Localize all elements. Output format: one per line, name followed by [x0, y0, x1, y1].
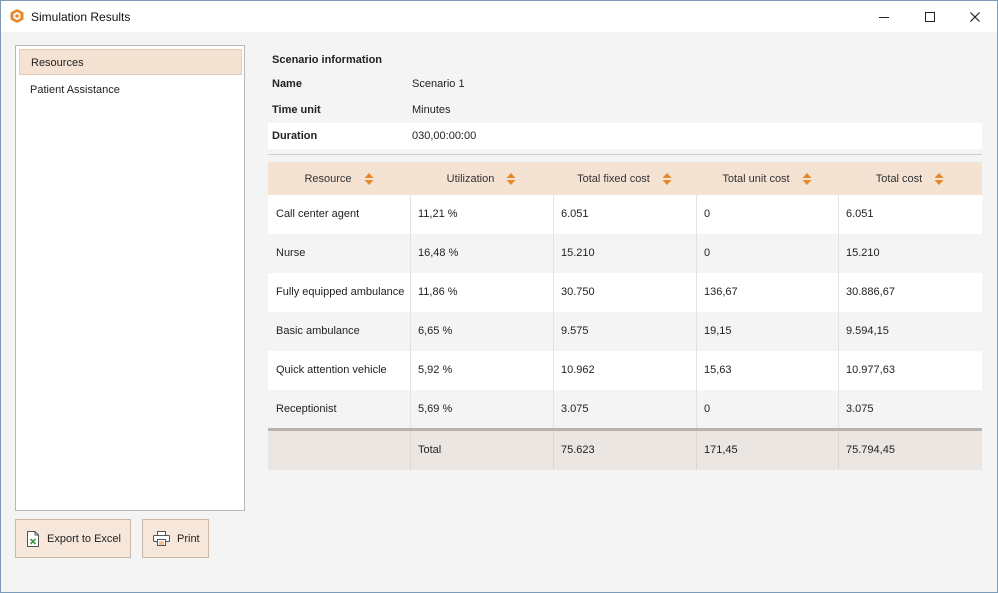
maximize-icon — [925, 11, 935, 22]
cell-utilization: 5,69 % — [418, 403, 453, 415]
sidebar-list: Resources Patient Assistance — [15, 45, 245, 511]
column-header-utilization[interactable]: Utilization — [410, 162, 553, 195]
print-button[interactable]: Print — [142, 519, 209, 558]
table-header: Resource Utilization Total fixed cost To… — [268, 162, 982, 195]
cell-total-fixed-cost: 30.750 — [561, 286, 595, 298]
cell-resource: Receptionist — [276, 403, 337, 415]
column-header-total-cost[interactable]: Total cost — [838, 162, 982, 195]
table-row[interactable]: Quick attention vehicle 5,92 % 10.962 15… — [268, 351, 982, 390]
cell-total-cost: 15.210 — [846, 247, 880, 259]
sort-arrows-icon — [364, 172, 374, 185]
cell-utilization: 11,86 % — [418, 286, 458, 298]
sidebar-item-patient-assistance[interactable]: Patient Assistance — [19, 77, 242, 103]
total-cost: 75.794,45 — [846, 444, 895, 456]
column-header-label: Resource — [304, 172, 352, 185]
cell-total-cost: 9.594,15 — [846, 325, 889, 337]
cell-total-fixed-cost: 3.075 — [561, 403, 589, 415]
column-header-label: Total cost — [875, 172, 923, 185]
cell-total-fixed-cost: 9.575 — [561, 325, 589, 337]
cell-total-unit-cost: 0 — [704, 247, 711, 259]
total-divider — [268, 428, 982, 431]
sort-arrows-icon — [662, 172, 672, 185]
column-divider — [838, 195, 839, 430]
scenario-value: 030,00:00:00 — [412, 130, 477, 142]
scenario-row-name: Name Scenario 1 — [268, 71, 982, 97]
cell-total-unit-cost: 15,63 — [704, 364, 732, 376]
cell-resource: Basic ambulance — [276, 325, 360, 337]
total-label: Total — [418, 444, 442, 456]
cell-total-cost: 6.051 — [846, 208, 874, 220]
column-header-total-unit-cost[interactable]: Total unit cost — [696, 162, 838, 195]
scenario-value: Scenario 1 — [412, 78, 465, 90]
export-button-label: Export to Excel — [47, 532, 121, 545]
excel-file-icon — [27, 530, 39, 547]
column-header-resource[interactable]: Resource — [268, 162, 410, 195]
table-row[interactable]: Nurse 16,48 % 15.210 0 15.210 — [268, 234, 982, 273]
total-unit-cost: 171,45 — [704, 444, 738, 456]
scenario-label: Time unit — [272, 104, 321, 116]
printer-icon — [153, 531, 170, 546]
export-to-excel-button[interactable]: Export to Excel — [15, 519, 131, 558]
cell-utilization: 16,48 % — [418, 247, 459, 259]
table-row[interactable]: Fully equipped ambulance 11,86 % 30.750 … — [268, 273, 982, 312]
minimize-button[interactable] — [861, 1, 907, 32]
cell-total-unit-cost: 0 — [704, 403, 711, 415]
sort-arrows-icon — [934, 172, 944, 185]
column-header-label: Total unit cost — [722, 172, 790, 185]
scenario-row-duration: Duration 030,00:00:00 — [268, 123, 982, 149]
cell-resource: Quick attention vehicle — [276, 364, 387, 376]
cell-resource: Nurse — [276, 247, 306, 259]
column-header-label: Utilization — [446, 172, 495, 185]
column-divider — [553, 431, 554, 470]
close-button[interactable] — [952, 1, 998, 32]
column-divider — [410, 195, 411, 430]
section-divider — [268, 154, 982, 155]
cell-total-unit-cost: 0 — [704, 208, 711, 220]
sort-arrows-icon — [506, 172, 516, 185]
table-row[interactable]: Receptionist 5,69 % 3.075 0 3.075 — [268, 390, 982, 429]
column-divider — [553, 195, 554, 430]
cell-total-cost: 3.075 — [846, 403, 874, 415]
column-divider — [838, 431, 839, 470]
scenario-label: Name — [272, 78, 302, 90]
cell-total-fixed-cost: 10.962 — [561, 364, 595, 376]
column-divider — [410, 431, 411, 470]
column-header-total-fixed-cost[interactable]: Total fixed cost — [553, 162, 696, 195]
sidebar-item-label: Patient Assistance — [30, 84, 120, 96]
table-row[interactable]: Basic ambulance 6,65 % 9.575 19,15 9.594… — [268, 312, 982, 351]
table-row[interactable]: Call center agent 11,21 % 6.051 0 6.051 — [268, 195, 982, 234]
window-title: Simulation Results — [31, 10, 131, 24]
sidebar-item-label: Resources — [31, 57, 84, 69]
column-divider — [696, 195, 697, 430]
cell-total-fixed-cost: 6.051 — [561, 208, 589, 220]
cell-total-unit-cost: 136,67 — [704, 286, 738, 298]
cell-utilization: 11,21 % — [418, 208, 458, 220]
sort-arrows-icon — [802, 172, 812, 185]
scenario-information-heading: Scenario information — [272, 54, 383, 66]
minimize-icon — [879, 16, 889, 18]
column-header-label: Total fixed cost — [577, 172, 650, 185]
scenario-label: Duration — [272, 130, 318, 142]
maximize-button[interactable] — [907, 1, 953, 32]
cell-total-fixed-cost: 15.210 — [561, 247, 595, 259]
total-fixed-cost: 75.623 — [561, 444, 595, 456]
scenario-value: Minutes — [412, 104, 451, 116]
cell-total-unit-cost: 19,15 — [704, 325, 732, 337]
cell-utilization: 5,92 % — [418, 364, 453, 376]
cell-total-cost: 30.886,67 — [846, 286, 895, 298]
cell-utilization: 6,65 % — [418, 325, 453, 337]
total-cell-resource — [268, 431, 276, 470]
app-logo-icon — [9, 8, 25, 24]
scenario-row-time-unit: Time unit Minutes — [268, 97, 982, 123]
close-icon — [970, 11, 980, 22]
title-bar[interactable]: Simulation Results — [1, 1, 997, 32]
sidebar-item-resources[interactable]: Resources — [19, 49, 242, 75]
column-divider — [696, 431, 697, 470]
cell-resource: Fully equipped ambulance — [276, 286, 405, 298]
cell-total-cost: 10.977,63 — [846, 364, 895, 376]
cell-resource: Call center agent — [276, 208, 360, 220]
table-total-row: Total 75.623 171,45 75.794,45 — [268, 431, 982, 470]
print-button-label: Print — [177, 532, 200, 545]
